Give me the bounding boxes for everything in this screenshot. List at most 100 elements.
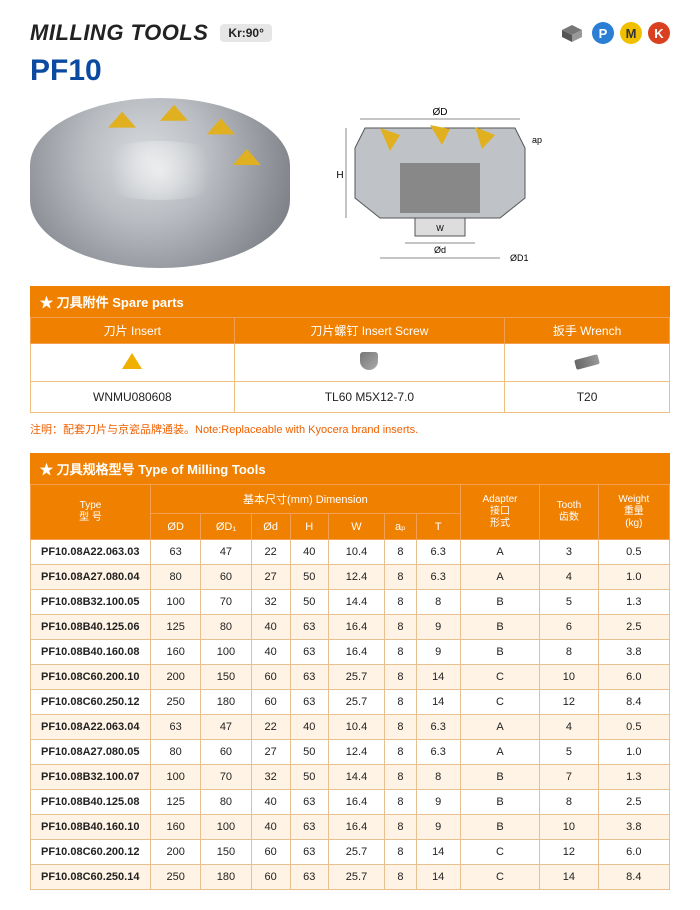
cell-value: 16.4 xyxy=(328,615,384,640)
cell-value: 6.0 xyxy=(598,840,669,865)
cell-value: 40 xyxy=(251,790,290,815)
th-dim: H xyxy=(290,514,328,540)
table-row: PF10.08C60.200.10200150606325.7814C106.0 xyxy=(31,665,670,690)
cell-value: B xyxy=(460,765,539,790)
cell-value: 8 xyxy=(385,740,416,765)
cell-value: 40 xyxy=(290,715,328,740)
th-adapter: Adapter接口形式 xyxy=(460,485,539,540)
cell-value: 40 xyxy=(251,640,290,665)
table-row: PF10.08C60.200.12200150606325.7814C126.0 xyxy=(31,840,670,865)
cell-value: 63 xyxy=(151,715,201,740)
technical-drawing: ØD H W Ød ØD1 ap xyxy=(310,103,570,263)
cell-value: A xyxy=(460,740,539,765)
cell-value: 14 xyxy=(416,840,460,865)
cell-type: PF10.08B40.125.06 xyxy=(31,615,151,640)
dim-label: H xyxy=(336,170,343,181)
cell-value: 12 xyxy=(540,840,598,865)
cell-value: 50 xyxy=(290,765,328,790)
cell-value: 180 xyxy=(201,690,251,715)
cell-type: PF10.08C60.200.10 xyxy=(31,665,151,690)
table-row: PF10.08B40.125.0812580406316.489B82.5 xyxy=(31,790,670,815)
cell-value: 4 xyxy=(540,715,598,740)
table-row: PF10.08B40.125.0612580406316.489B62.5 xyxy=(31,615,670,640)
table-row: PF10.08A22.063.036347224010.486.3A30.5 xyxy=(31,540,670,565)
cell-value: 5 xyxy=(540,590,598,615)
cell-value: 10 xyxy=(540,665,598,690)
cell-value: 100 xyxy=(201,815,251,840)
cell-value: B xyxy=(460,590,539,615)
th-dim: Ød xyxy=(251,514,290,540)
dim-label: W xyxy=(436,224,444,233)
col-wrench: 扳手 Wrench xyxy=(505,318,670,344)
cell-value: 8 xyxy=(385,615,416,640)
cell-value: 60 xyxy=(201,740,251,765)
cell-value: 8 xyxy=(385,715,416,740)
th-tooth: Tooth齿数 xyxy=(540,485,598,540)
cell-value: 0.5 xyxy=(598,715,669,740)
insert-icon xyxy=(31,344,235,382)
th-dim: ØD₁ xyxy=(201,514,251,540)
cell-value: 6.0 xyxy=(598,665,669,690)
cell-value: 14 xyxy=(540,865,598,890)
cell-value: C xyxy=(460,840,539,865)
cell-value: 250 xyxy=(151,690,201,715)
cell-value: 63 xyxy=(290,640,328,665)
cell-value: 200 xyxy=(151,665,201,690)
cell-value: 250 xyxy=(151,865,201,890)
dim-label: ØD1 xyxy=(510,253,529,263)
cell-value: 125 xyxy=(151,790,201,815)
compatibility-note: 注明：配套刀片与京瓷品牌通装。Note:Replaceable with Kyo… xyxy=(30,421,670,437)
cell-value: 63 xyxy=(290,690,328,715)
cell-value: 8 xyxy=(385,815,416,840)
cell-value: 9 xyxy=(416,615,460,640)
cell-value: 25.7 xyxy=(328,690,384,715)
table-row: PF10.08B32.100.0510070325014.488B51.3 xyxy=(31,590,670,615)
cell-value: 32 xyxy=(251,765,290,790)
cell-value: 125 xyxy=(151,615,201,640)
table-row: PF10.08A22.063.046347224010.486.3A40.5 xyxy=(31,715,670,740)
cell-value: 50 xyxy=(290,565,328,590)
cell-value: 40 xyxy=(251,615,290,640)
cell-value: 80 xyxy=(201,790,251,815)
cell-value: 9 xyxy=(416,790,460,815)
cell-value: 60 xyxy=(251,665,290,690)
th-dim: T xyxy=(416,514,460,540)
cell-value: 10 xyxy=(540,815,598,840)
cell-value: B xyxy=(460,615,539,640)
cell-value: 8.4 xyxy=(598,865,669,890)
cell-value: 60 xyxy=(251,690,290,715)
cell-value: 1.0 xyxy=(598,565,669,590)
cell-value: 8.4 xyxy=(598,690,669,715)
cell-value: 70 xyxy=(201,590,251,615)
cell-value: 63 xyxy=(290,815,328,840)
spec-table: Type型 号 基本尺寸(mm) Dimension Adapter接口形式 T… xyxy=(30,484,670,890)
cell-value: B xyxy=(460,640,539,665)
spare-parts-table: 刀片 Insert 刀片螺钉 Insert Screw 扳手 Wrench WN… xyxy=(30,317,670,413)
cell-type: PF10.08C60.250.12 xyxy=(31,690,151,715)
cell-value: 32 xyxy=(251,590,290,615)
th-weight: Weight重量(kg) xyxy=(598,485,669,540)
cell-value: 8 xyxy=(385,690,416,715)
col-screw: 刀片螺钉 Insert Screw xyxy=(234,318,504,344)
spare-parts-header: ★ 刀具附件 Spare parts xyxy=(30,286,670,317)
cell-value: 3.8 xyxy=(598,815,669,840)
cell-value: 6.3 xyxy=(416,740,460,765)
th-dimension: 基本尺寸(mm) Dimension xyxy=(151,485,461,514)
insert-cube-icon xyxy=(556,22,586,44)
cell-value: 80 xyxy=(151,740,201,765)
kr-badge: Kr:90° xyxy=(220,24,271,42)
cell-value: 8 xyxy=(385,590,416,615)
cell-value: 8 xyxy=(540,790,598,815)
cell-value: 9 xyxy=(416,640,460,665)
cell-value: 63 xyxy=(290,615,328,640)
cell-value: 8 xyxy=(385,765,416,790)
cell-value: A xyxy=(460,540,539,565)
screw-icon xyxy=(234,344,504,382)
cell-type: PF10.08A27.080.04 xyxy=(31,565,151,590)
cell-value: 27 xyxy=(251,565,290,590)
cell-value: 63 xyxy=(290,840,328,865)
table-row: PF10.08A27.080.048060275012.486.3A41.0 xyxy=(31,565,670,590)
th-type: Type型 号 xyxy=(31,485,151,540)
cell-type: PF10.08C60.250.14 xyxy=(31,865,151,890)
cell-value: C xyxy=(460,665,539,690)
